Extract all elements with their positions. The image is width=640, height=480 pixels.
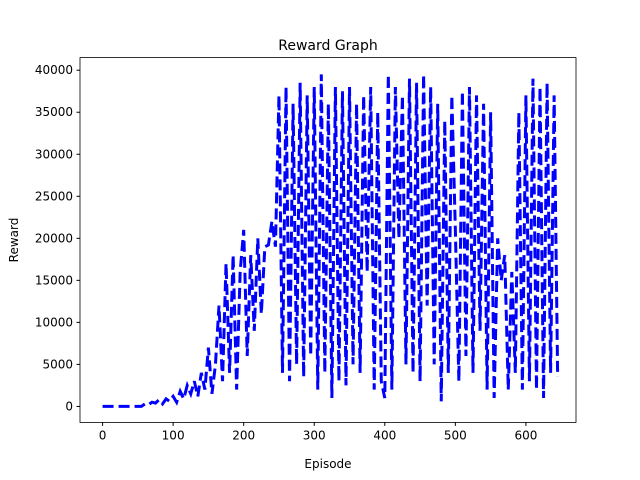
y-tick-label: 35000 — [35, 105, 73, 119]
y-tick-label: 20000 — [35, 231, 73, 245]
y-tick-label: 10000 — [35, 315, 73, 329]
y-axis-label: Reward — [7, 218, 21, 263]
x-tick-label: 300 — [303, 428, 326, 442]
y-tick-label: 5000 — [42, 357, 73, 371]
x-tick-label: 600 — [514, 428, 537, 442]
y-tick-label: 40000 — [35, 63, 73, 77]
x-tick-label: 200 — [232, 428, 255, 442]
x-axis-label: Episode — [304, 457, 351, 471]
axes-frame — [79, 57, 577, 423]
line — [102, 74, 560, 408]
chart-title: Reward Graph — [278, 38, 378, 54]
y-tick-label: 30000 — [35, 147, 73, 161]
y-tick-label: 0 — [65, 399, 73, 413]
x-tick-label: 400 — [373, 428, 396, 442]
x-tick-label: 500 — [444, 428, 467, 442]
y-tick-label: 15000 — [35, 273, 73, 287]
y-tick-label: 25000 — [35, 189, 73, 203]
x-tick-label: 100 — [162, 428, 185, 442]
x-tick-label: 0 — [99, 428, 107, 442]
